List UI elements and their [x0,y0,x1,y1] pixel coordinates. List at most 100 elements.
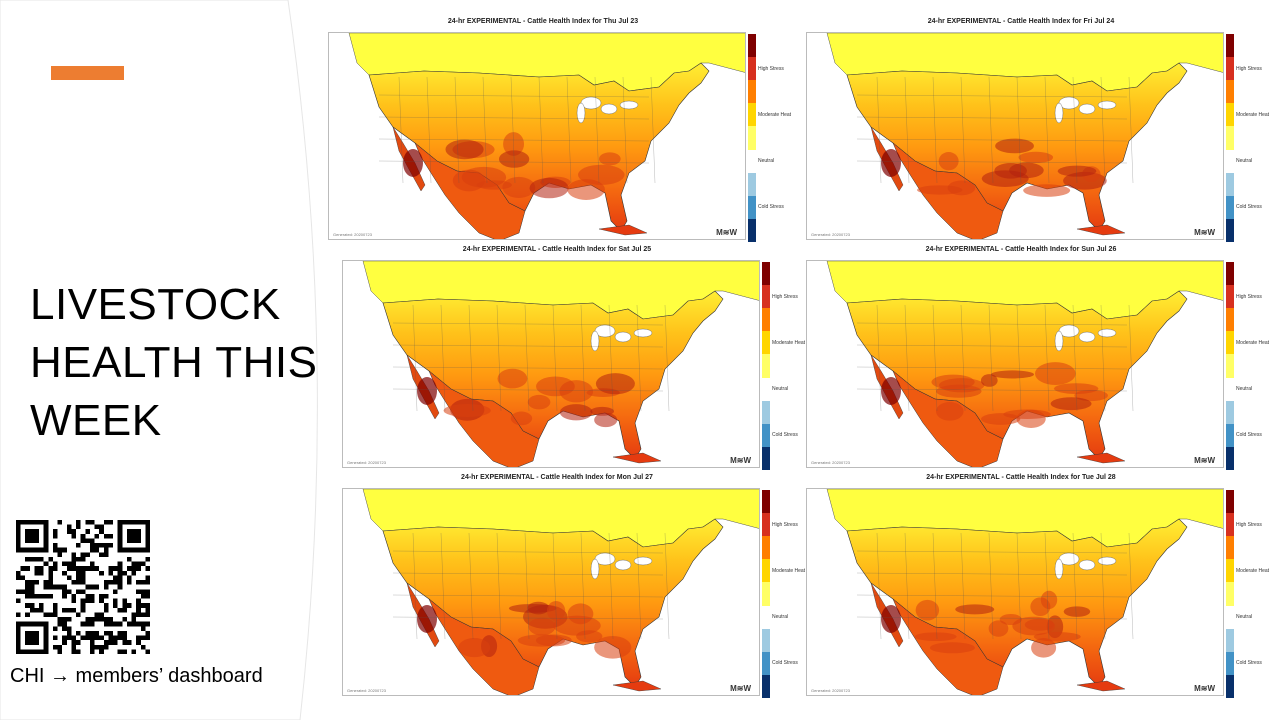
state-border [988,304,994,412]
colorbar-segment [1226,80,1234,104]
slide-title: LIVESTOCK HEALTH THIS WEEK [30,280,318,445]
heat-spot [599,152,621,166]
state-border [440,532,446,640]
heat-spot [955,604,995,615]
colorbar-segment [748,57,756,81]
heat-spot [1024,618,1055,631]
southwest-extreme-spot [881,149,901,177]
heat-map: Generated: 20200723 M≋W [328,32,746,240]
map-title: 24-hr EXPERIMENTAL - Cattle Health Index… [462,246,652,253]
state-border [856,322,1128,326]
colorbar-segment [762,400,770,424]
state-border [622,76,628,184]
colorbar-level-label: Cold Stress [772,431,798,438]
colorbar: High Stress Moderate Heat Neutral Cold Stre… [748,34,791,242]
state-border [664,304,670,412]
agency-logo: M≋W [1194,228,1215,237]
state-border [1044,76,1050,184]
state-border [856,160,1128,164]
state-border [1072,532,1078,640]
heat-spot [990,370,1035,379]
agency-logo: M≋W [1194,684,1215,693]
great-lake [1054,330,1064,352]
agency-logo: M≋W [730,684,751,693]
great-lake [614,559,632,571]
heat-spot [508,603,557,613]
colorbar-segment [748,149,756,173]
state-border [454,76,460,184]
heat-spot [443,403,491,417]
state-border [988,532,994,640]
state-border [552,304,558,412]
map-title: 24-hr EXPERIMENTAL - Cattle Health Index… [461,474,653,481]
southwest-extreme-spot [881,377,901,405]
state-border [538,76,544,184]
colorbar-segment [762,308,770,332]
heat-spot [576,630,603,643]
agency-logo: M≋W [730,456,751,465]
accent-bar [51,66,124,80]
heat-spot [995,138,1034,154]
heat-spot [1018,151,1054,164]
cuba-region [612,680,662,692]
state-border [392,344,664,348]
colorbar-segment [1226,354,1234,378]
state-border [426,76,432,184]
colorbar-segment [1226,674,1234,698]
colorbar-level-label: High Stress [758,66,784,73]
state-border [1044,304,1050,412]
state-border [580,304,586,412]
state-border [496,532,502,640]
state-border [392,322,664,326]
colorbar-level-label: High Stress [1236,66,1262,73]
qr-code[interactable] [16,520,150,654]
map-panel-4: 24-hr EXPERIMENTAL - Cattle Health Index… [806,246,1269,474]
state-border [524,532,530,640]
colorbar-segment [762,559,770,583]
state-border [594,76,600,184]
colorbar-level-label: High Stress [772,522,798,529]
heat-spot [915,599,940,621]
southwest-extreme-spot [881,605,901,633]
state-border [524,304,530,412]
state-border [904,532,910,640]
colorbar-segment [1226,559,1234,583]
colorbar-segment [762,674,770,698]
heat-map: Generated: 20200723 M≋W [806,488,1224,696]
map-panel-6: 24-hr EXPERIMENTAL - Cattle Health Index… [806,474,1269,702]
cuba-region [612,452,662,464]
colorbar-segment [762,262,770,286]
colorbar-level-label: High Stress [1236,294,1262,301]
colorbar-segment [1226,34,1234,58]
heat-spot [594,412,618,428]
colorbar-level-label: High Stress [772,294,798,301]
agency-logo: M≋W [1194,456,1215,465]
colorbar-segment [1226,423,1234,447]
state-border [636,532,642,640]
colorbar-segment [1226,57,1234,81]
heat-spot [476,180,512,190]
great-lake [633,556,653,566]
colorbar-segment [762,377,770,401]
colorbar-segment [1226,377,1234,401]
generated-label: Generated: 20200723 [811,460,850,465]
colorbar-level-label: Moderate Heat [1236,112,1270,119]
state-border [856,388,1128,392]
colorbar-segment [762,490,770,514]
generated-label: Generated: 20200723 [347,460,386,465]
state-border [856,550,1128,554]
state-border [398,76,404,184]
state-border [856,138,1128,142]
colorbar-level-label: Moderate Heat [1236,340,1270,347]
colorbar: High Stress Moderate Heat Neutral Cold Stre… [762,490,805,698]
heat-spot [497,368,528,389]
great-lake [576,102,586,124]
colorbar-segment [1226,605,1234,629]
state-border [988,76,994,184]
heat-spot [1031,637,1057,658]
generated-label: Generated: 20200723 [333,232,372,237]
state-border [392,388,664,392]
cuba-region [1076,452,1126,464]
cuba-region [598,224,648,236]
colorbar-segment [1226,285,1234,309]
